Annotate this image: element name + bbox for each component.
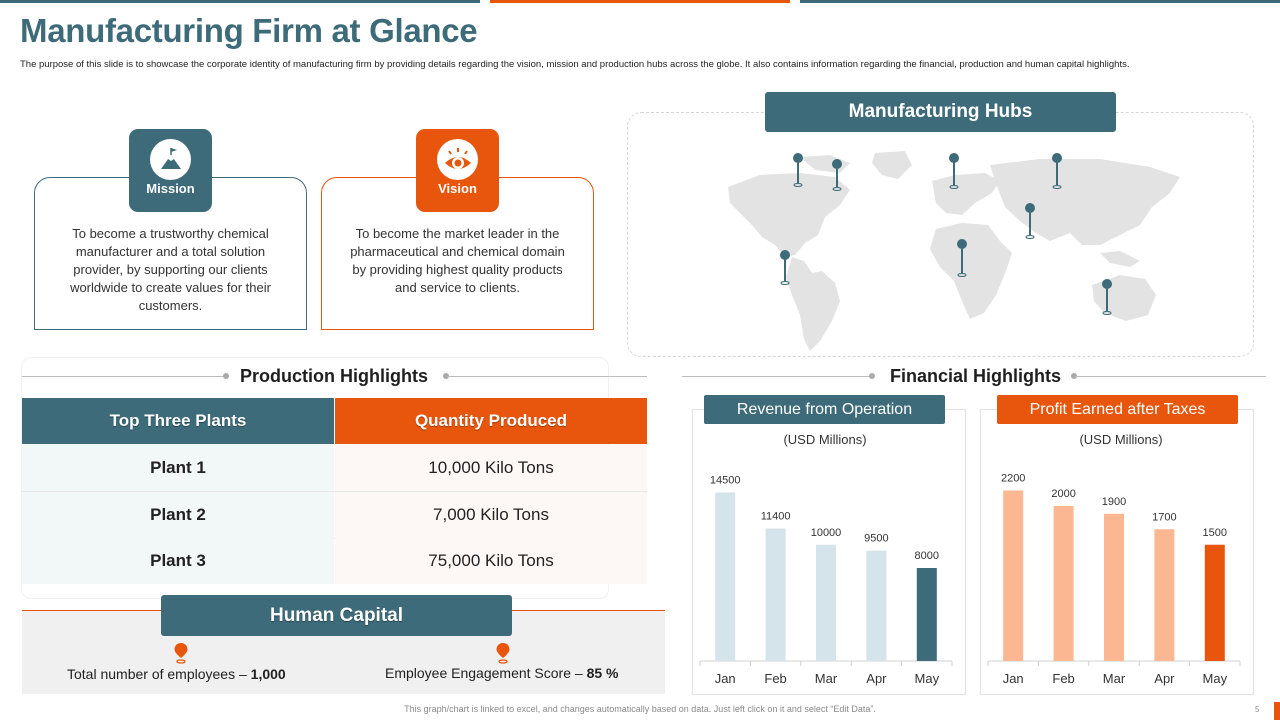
human-capital-title: Human Capital bbox=[161, 595, 512, 636]
hub-pins bbox=[780, 153, 1112, 315]
bar bbox=[866, 550, 887, 661]
data-label: 1900 bbox=[1102, 496, 1126, 508]
engagement-label: Employee Engagement Score – bbox=[385, 665, 583, 681]
data-label: 11400 bbox=[761, 510, 791, 522]
bar bbox=[1053, 506, 1074, 661]
table-cell-quantity: 10,000 Kilo Tons bbox=[335, 445, 647, 491]
employees-stat: Total number of employees – 1,000 bbox=[67, 666, 286, 682]
production-dot-left bbox=[223, 373, 229, 379]
footer-note: This graph/chart is linked to excel, and… bbox=[404, 704, 876, 714]
category-label: Apr bbox=[866, 671, 887, 686]
bar bbox=[1104, 513, 1124, 661]
production-divider-right bbox=[447, 376, 647, 377]
mission-label: Mission bbox=[146, 181, 195, 196]
page-title: Manufacturing Firm at Glance bbox=[20, 12, 478, 49]
data-label: 2200 bbox=[1001, 473, 1025, 485]
table-row-divider bbox=[22, 491, 647, 492]
data-label: 9500 bbox=[864, 533, 888, 545]
bar bbox=[816, 544, 836, 661]
category-label: May bbox=[1203, 671, 1228, 686]
revenue-chart-title: Revenue from Operation bbox=[704, 395, 945, 424]
data-label: 2000 bbox=[1051, 488, 1075, 500]
data-label: 8000 bbox=[915, 550, 939, 562]
vision-text: To become the market leader in the pharm… bbox=[350, 226, 565, 295]
data-label: 1500 bbox=[1203, 527, 1227, 539]
corner-accent bbox=[1274, 702, 1280, 720]
table-header-plants: Top Three Plants bbox=[22, 398, 334, 444]
financial-dot-right bbox=[1071, 373, 1077, 379]
top-stripe-left bbox=[0, 0, 480, 3]
profit-chart: 2200 Jan 2000 Feb 1900 Mar 1700 Apr 1500 May bbox=[987, 473, 1241, 686]
category-label: Jan bbox=[1003, 671, 1024, 686]
bar bbox=[1154, 529, 1175, 661]
data-label: 14500 bbox=[710, 474, 741, 486]
page-number: 5 bbox=[1255, 705, 1260, 714]
production-title: Production Highlights bbox=[240, 366, 428, 386]
bar bbox=[916, 568, 937, 661]
category-label: Feb bbox=[1052, 671, 1074, 686]
financial-divider-left bbox=[682, 376, 872, 377]
vision-label: Vision bbox=[438, 181, 477, 196]
top-stripe-middle bbox=[490, 0, 790, 3]
mission-badge: Mission bbox=[129, 129, 212, 212]
financial-divider-right bbox=[1075, 376, 1266, 377]
category-label: Mar bbox=[1103, 671, 1126, 686]
category-label: Jan bbox=[715, 671, 736, 686]
bar bbox=[1204, 544, 1225, 661]
production-divider-left bbox=[22, 376, 226, 377]
production-dot-right bbox=[443, 373, 449, 379]
eye-icon bbox=[437, 139, 478, 180]
table-cell-quantity: 75,000 Kilo Tons bbox=[335, 538, 647, 584]
data-label: 1700 bbox=[1152, 511, 1176, 523]
category-label: Apr bbox=[1154, 671, 1175, 686]
category-label: May bbox=[915, 671, 940, 686]
location-pin-icon bbox=[174, 643, 188, 664]
profit-chart-unit: (USD Millions) bbox=[1079, 432, 1163, 447]
data-label: 10000 bbox=[811, 527, 842, 539]
profit-chart-title: Profit Earned after Taxes bbox=[997, 395, 1238, 424]
flag-mountain-icon bbox=[150, 139, 191, 180]
employees-value: 1,000 bbox=[250, 666, 286, 682]
page-subtitle: The purpose of this slide is to showcase… bbox=[20, 59, 1130, 70]
world-map-pins-icon bbox=[728, 151, 1180, 351]
financial-dot-left bbox=[869, 373, 875, 379]
table-cell-plant: Plant 2 bbox=[22, 492, 334, 538]
table-cell-plant: Plant 3 bbox=[22, 538, 334, 584]
table-header-quantity: Quantity Produced bbox=[335, 398, 647, 444]
bar bbox=[1003, 490, 1024, 661]
table-row-divider bbox=[22, 538, 647, 539]
bar bbox=[715, 492, 736, 661]
mission-text: To become a trustworthy chemical manufac… bbox=[70, 226, 271, 313]
engagement-value: 85 % bbox=[586, 665, 619, 681]
revenue-chart-unit: (USD Millions) bbox=[783, 432, 867, 447]
category-label: Feb bbox=[764, 671, 786, 686]
table-cell-plant: Plant 1 bbox=[22, 445, 334, 491]
employees-label: Total number of employees – bbox=[67, 666, 247, 682]
location-pin-icon bbox=[496, 643, 510, 664]
bar bbox=[765, 528, 786, 661]
revenue-chart: 14500 Jan 11400 Feb 10000 Mar 9500 Apr 8000 May bbox=[699, 474, 953, 686]
table-cell-quantity: 7,000 Kilo Tons bbox=[335, 492, 647, 538]
category-label: Mar bbox=[815, 671, 838, 686]
top-stripe-right bbox=[800, 0, 1280, 3]
vision-badge: Vision bbox=[416, 129, 499, 212]
financial-title: Financial Highlights bbox=[890, 366, 1062, 386]
hubs-title: Manufacturing Hubs bbox=[765, 92, 1116, 132]
engagement-stat: Employee Engagement Score – 85 % bbox=[385, 665, 619, 681]
